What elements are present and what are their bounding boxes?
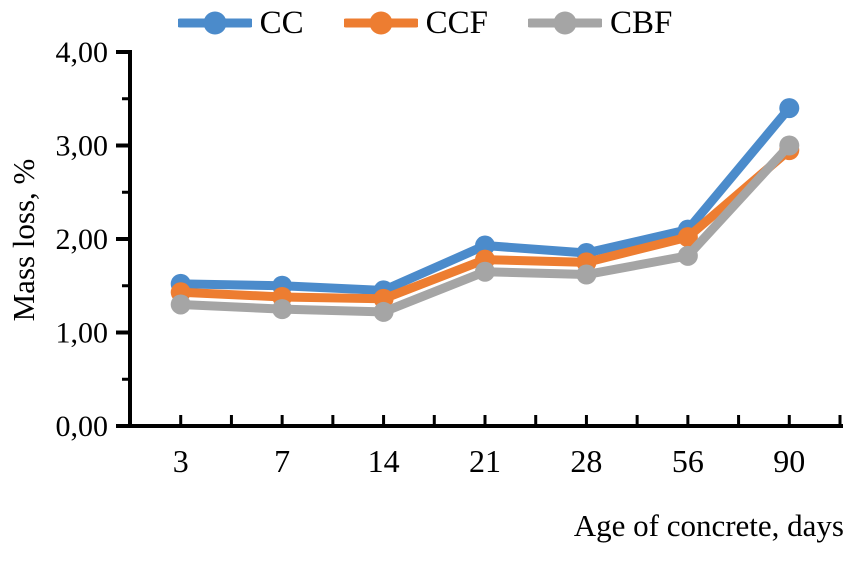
data-point — [170, 294, 191, 315]
data-point — [475, 235, 495, 256]
data-point — [272, 299, 293, 320]
y-tick-label: 1,00 — [56, 317, 109, 350]
y-tick-label: 4,00 — [56, 36, 109, 69]
legend: CC CCF CBF — [0, 0, 850, 46]
x-tick-label: 21 — [469, 443, 501, 479]
legend-label: CC — [259, 4, 304, 41]
legend-item-CBF: CBF — [528, 4, 673, 41]
y-tick-label: 0,00 — [56, 410, 109, 443]
legend-label: CCF — [425, 4, 489, 41]
x-tick-label: 3 — [173, 443, 189, 479]
y-tick-label: 3,00 — [56, 130, 109, 163]
legend-marker-icon — [177, 11, 252, 35]
y-tick-label: 2,00 — [56, 223, 109, 256]
x-tick-label: 28 — [570, 443, 602, 479]
data-point — [475, 261, 495, 282]
legend-marker-icon — [528, 11, 603, 35]
data-point — [373, 301, 394, 322]
data-point — [677, 245, 698, 266]
x-tick-label: 7 — [274, 443, 290, 479]
legend-item-CC: CC — [177, 4, 304, 41]
legend-label: CBF — [610, 4, 673, 41]
series-CBF — [170, 135, 800, 322]
data-point — [576, 264, 597, 285]
legend-marker-icon — [343, 11, 418, 35]
x-tick-label: 56 — [672, 443, 704, 479]
data-point — [677, 227, 698, 248]
legend-item-CCF: CCF — [343, 4, 489, 41]
y-axis-title: Mass loss, % — [6, 158, 41, 322]
data-point — [779, 98, 800, 119]
x-tick-label: 14 — [368, 443, 400, 479]
x-tick-label: 90 — [773, 443, 805, 479]
data-point — [779, 135, 800, 156]
x-axis-title: Age of concrete, days — [573, 508, 844, 543]
